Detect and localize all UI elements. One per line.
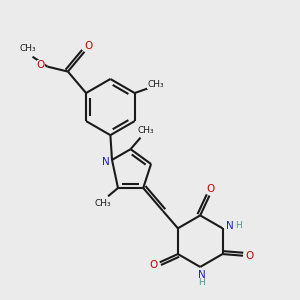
Text: N: N [102,157,110,166]
Text: O: O [245,251,254,261]
Text: N: N [226,221,234,231]
Text: O: O [84,41,92,51]
Text: N: N [198,270,206,280]
Text: H: H [235,221,242,230]
Text: H: H [199,278,205,287]
Text: O: O [149,260,157,270]
Text: CH₃: CH₃ [137,126,154,135]
Text: O: O [206,184,214,194]
Text: CH₃: CH₃ [19,44,36,53]
Text: CH₃: CH₃ [147,80,164,88]
Text: O: O [37,60,45,70]
Text: CH₃: CH₃ [94,199,111,208]
